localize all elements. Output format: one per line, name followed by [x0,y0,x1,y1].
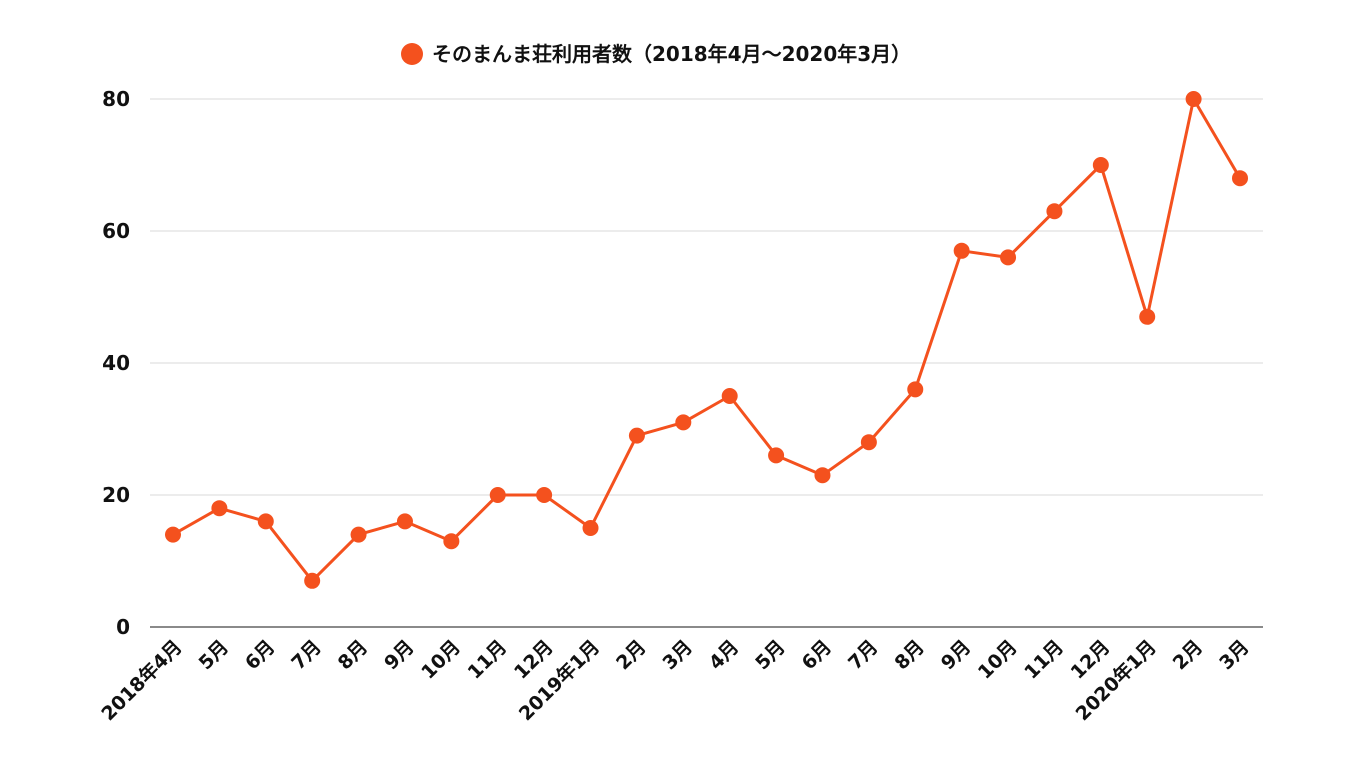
data-point [1232,170,1248,187]
x-tick-label: 2018年4月 [97,635,187,725]
y-tick-label: 20 [102,483,130,507]
x-tick-label: 8月 [890,636,928,674]
data-point [350,526,367,543]
data-point [814,467,831,484]
x-tick-label: 11月 [1020,636,1068,684]
data-point [1092,157,1109,173]
x-tick-label: 8月 [334,636,372,674]
y-tick-label: 60 [102,219,130,243]
data-point [582,520,599,536]
legend: そのまんま荘利用者数（2018年4月〜2020年3月） [401,42,911,66]
x-tick-label: 5月 [751,636,789,674]
y-tick-label: 40 [102,351,130,375]
x-tick-label: 4月 [705,636,743,674]
x-tick-label: 10月 [974,636,1022,684]
y-axis-ticks: 0 20 40 60 80 [102,87,130,639]
gridlines [150,98,1263,628]
data-point [443,533,460,550]
x-tick-label: 2月 [612,636,650,674]
data-point [675,414,692,431]
legend-marker [401,43,423,65]
data-point [165,526,181,543]
data-point [1000,249,1017,266]
data-point [907,381,924,398]
x-tick-label: 9月 [380,636,418,674]
legend-label: そのまんま荘利用者数（2018年4月〜2020年3月） [432,42,911,66]
data-point [1046,203,1063,220]
data-point [536,487,553,503]
data-point [257,513,274,530]
data-point [1139,308,1156,325]
x-tick-label: 7月 [844,636,882,674]
x-tick-label: 2月 [1169,636,1207,674]
y-tick-label: 80 [102,87,130,111]
series-group [165,91,1248,589]
x-tick-label: 10月 [417,636,465,684]
x-tick-label: 7月 [287,636,325,674]
y-tick-label: 0 [116,615,130,639]
x-tick-label: 11月 [464,636,512,684]
data-point [1185,91,1202,107]
x-tick-label: 3月 [658,636,696,674]
series-line [172,97,1242,583]
data-point [628,427,645,444]
data-point [860,434,877,451]
data-point [721,388,738,404]
x-tick-label: 9月 [937,636,975,674]
x-tick-label: 5月 [195,636,233,674]
data-point [953,242,970,259]
data-point [768,447,785,464]
x-tick-label: 6月 [241,636,279,674]
x-tick-label: 6月 [798,636,836,674]
data-point [489,487,506,503]
data-point [396,513,413,530]
x-tick-label: 3月 [1215,636,1253,674]
data-point [304,572,321,589]
data-point [211,500,228,517]
